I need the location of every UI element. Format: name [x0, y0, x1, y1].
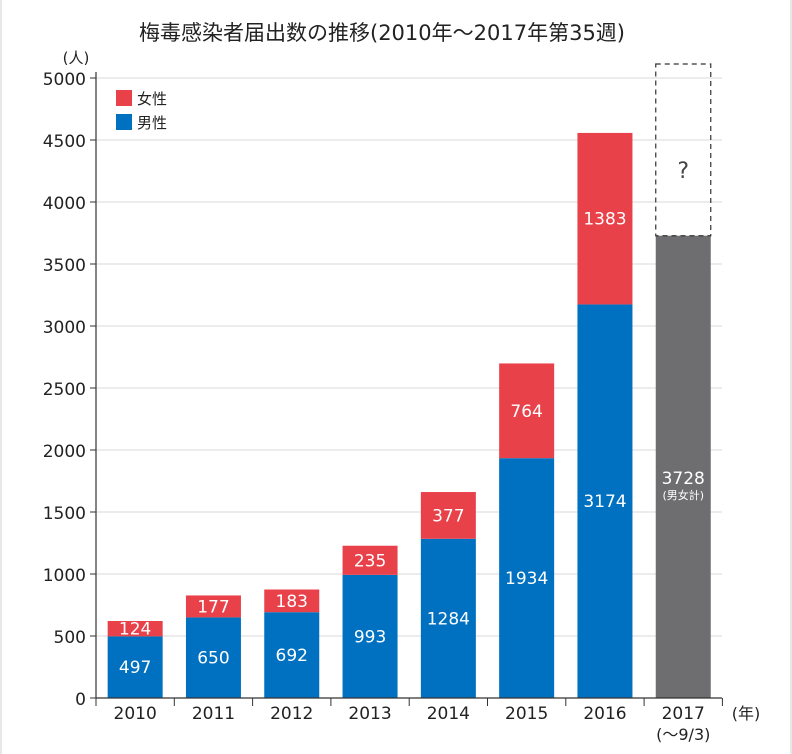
bar-segment-male: [342, 574, 398, 698]
legend-label: 女性: [137, 90, 167, 108]
bar-segment-female: [577, 132, 633, 305]
data-label-male: 650: [197, 649, 229, 669]
data-label-female: 1383: [583, 210, 626, 230]
y-tick-label: 0: [75, 690, 86, 710]
bar-segment-male: [185, 617, 241, 698]
legend-label: 男性: [137, 114, 167, 132]
x-tick-label: 2014: [427, 704, 470, 724]
y-tick-label: 4500: [43, 132, 86, 152]
y-unit-label: (人): [63, 49, 90, 67]
x-tick-label: 2017: [662, 704, 705, 724]
data-label-female: 764: [510, 402, 542, 422]
data-label-male: 497: [119, 658, 151, 678]
x-tick-sublabel: (〜9/3): [656, 725, 710, 744]
y-tick-label: 3000: [43, 318, 86, 338]
x-tick-label: 2016: [583, 704, 626, 724]
bar-segment-female: [342, 545, 398, 575]
legend-swatch: [116, 90, 132, 106]
bar-segment-female: [499, 363, 555, 459]
data-label-total: 3728: [662, 469, 705, 489]
data-label-male: 692: [276, 646, 308, 666]
x-tick-label: 2015: [505, 704, 548, 724]
data-label-female: 124: [119, 620, 151, 640]
bar-segment-male: [577, 304, 633, 698]
y-tick-label: 3500: [43, 256, 86, 276]
chart-title: 梅毒感染者届出数の推移(2010年〜2017年第35週): [139, 21, 625, 45]
y-tick-label: 500: [54, 628, 86, 648]
bar-segment-female: [264, 589, 320, 613]
bar-segment-male: [107, 636, 163, 698]
bar-segment-male: [499, 458, 555, 698]
y-tick-label: 1000: [43, 566, 86, 586]
x-tick-label: 2010: [114, 704, 157, 724]
bar-segment-male: [420, 538, 476, 698]
x-tick-label: 2011: [192, 704, 235, 724]
unknown-label: ?: [677, 159, 689, 184]
data-label-male: 3174: [583, 492, 626, 512]
unknown-dashed-box: [655, 63, 712, 237]
legend-swatch: [116, 114, 132, 130]
y-tick-label: 2000: [43, 442, 86, 462]
data-label-male: 993: [354, 627, 386, 647]
data-label-female: 183: [276, 592, 308, 612]
bar-segment-female: [107, 620, 163, 637]
y-tick-label: 2500: [43, 380, 86, 400]
bar-segment-female: [420, 492, 476, 539]
x-tick-label: 2013: [348, 704, 391, 724]
x-unit-label: (年): [732, 704, 761, 723]
x-tick-label: 2012: [270, 704, 313, 724]
y-tick-label: 5000: [43, 70, 86, 90]
data-label-male: 1284: [427, 609, 470, 629]
y-tick-label: 1500: [43, 504, 86, 524]
data-label-total-note: (男女計): [662, 488, 704, 502]
bar-segment-male: [264, 612, 320, 698]
data-label-female: 377: [432, 506, 464, 526]
y-tick-label: 4000: [43, 194, 86, 214]
data-label-male: 1934: [505, 569, 548, 589]
data-label-female: 235: [354, 551, 386, 571]
bar-segment-female: [185, 595, 241, 618]
data-label-female: 177: [197, 597, 229, 617]
bar-total-2017: [655, 235, 711, 698]
